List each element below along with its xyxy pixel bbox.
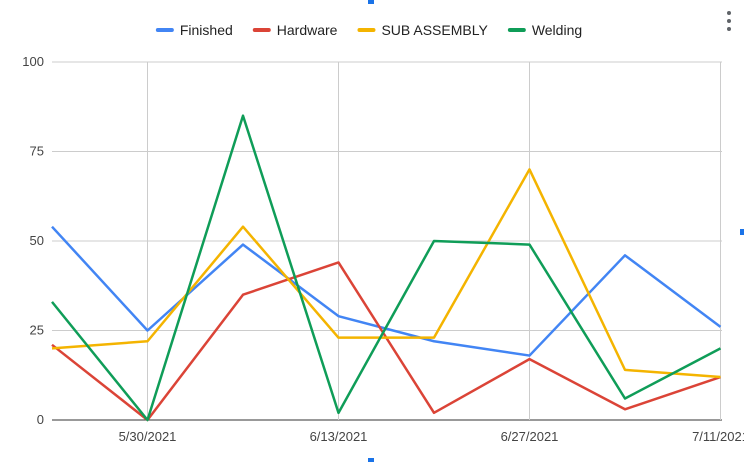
more-vert-icon[interactable] — [727, 11, 731, 31]
axis-labels: 0 25 50 75 100 5/30/2021 6/13/2021 6/27/2021 7/1… — [22, 54, 744, 444]
legend-item-finished[interactable]: Finished — [155, 22, 233, 38]
selection-handles[interactable] — [368, 0, 744, 462]
legend-label: SUB ASSEMBLY — [381, 22, 488, 38]
y-tick-label: 75 — [30, 144, 44, 159]
series-lines — [51, 114, 722, 422]
selection-handle-bottom[interactable] — [368, 458, 374, 462]
y-tick-label: 25 — [30, 323, 44, 338]
x-tick-label: 6/27/2021 — [501, 429, 559, 444]
legend-label: Welding — [532, 22, 582, 38]
x-tick-label: 7/11/2021 — [692, 429, 744, 444]
legend-label: Finished — [180, 22, 233, 38]
legend-label: Hardware — [277, 22, 338, 38]
series-line-sub-assembly[interactable] — [51, 168, 721, 379]
series-line-welding[interactable] — [51, 114, 722, 422]
grid — [52, 61, 722, 421]
selection-handle-right[interactable] — [740, 229, 744, 235]
x-tick-label: 5/30/2021 — [119, 429, 177, 444]
y-tick-label: 0 — [37, 412, 44, 427]
legend-item-sub-assembly[interactable]: SUB ASSEMBLY — [357, 22, 488, 38]
y-tick-label: 100 — [22, 54, 44, 69]
y-tick-label: 50 — [30, 233, 44, 248]
x-tick-label: 6/13/2021 — [310, 429, 368, 444]
selection-handle-top[interactable] — [368, 0, 374, 4]
legend-item-welding[interactable]: Welding — [507, 22, 582, 38]
legend[interactable]: Finished Hardware SUB ASSEMBLY Welding — [155, 22, 582, 38]
legend-item-hardware[interactable]: Hardware — [252, 22, 338, 38]
series-line-hardware[interactable] — [51, 261, 721, 422]
